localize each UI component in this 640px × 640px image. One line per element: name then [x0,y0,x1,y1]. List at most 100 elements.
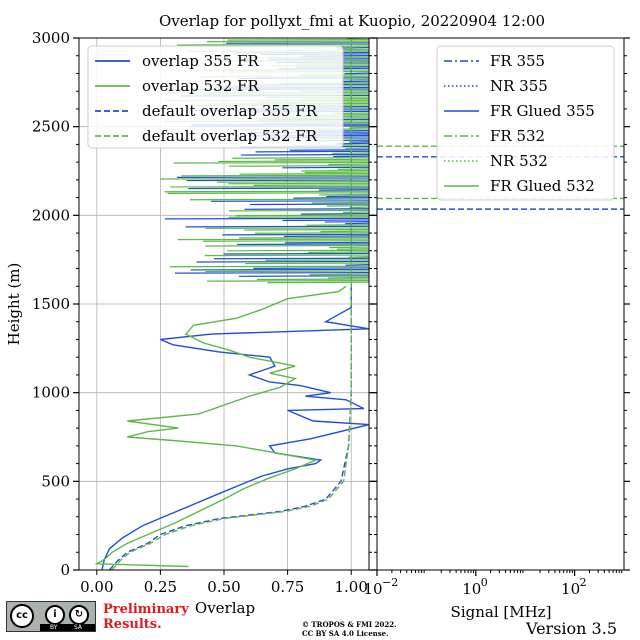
overlap-noise-stroke [160,177,369,180]
overlap-noise-stroke [181,174,369,177]
overlap-noise-stroke [223,252,369,255]
overlap-ytick-label: 2500 [32,118,70,136]
overlap-noise-stroke [342,211,369,214]
overlap-noise-stroke [331,152,369,155]
overlap-ytick-label: 1500 [32,295,70,313]
overlap-noise-stroke [218,160,369,163]
overlap-xtick-label: 0.50 [207,578,240,596]
overlap-xtick-label: 0.00 [80,578,113,596]
cc-license-badge: cc i ↻ BY SA [6,601,96,632]
overlap-noise-stroke [177,238,369,241]
overlap-noise-stroke [254,232,369,234]
overlap-noise-stroke [304,171,369,174]
signal-xtick-label: 10 [462,580,481,598]
overlap-noise-stroke [244,208,369,210]
overlap-ytick-label: 1000 [32,384,70,402]
overlap-noise-stroke [324,220,369,223]
overlap-noise-stroke [206,279,369,282]
overlap-noise-stroke [345,222,369,225]
sa-icon: ↻ [69,605,89,625]
overlap-noise-stroke [228,182,369,185]
overlap-series-line-0 [101,286,369,570]
overlap-noise-stroke [326,195,369,198]
by-label: BY [50,624,58,631]
overlap-noise-stroke [226,42,369,44]
overlap-noise-stroke [349,141,369,143]
overlap-noise-stroke [301,212,369,215]
overlap-noise-stroke [245,262,369,265]
overlap-ticks: 0.00 0.25 0.50 0.75 1.00 0 500 1000 1500 2000 2500… [32,29,375,596]
signal-legend-box [436,45,615,201]
overlap-noise-stroke [249,203,369,206]
overlap-noise-stroke [239,236,369,239]
overlap-noise-stroke [282,219,369,222]
overlap-noise-stroke [196,260,369,263]
signal-xtick-exponent: 2 [580,576,587,589]
overlap-noise-stroke [311,201,369,204]
overlap-noise-stroke [203,240,369,242]
overlap-noise-stroke [283,235,369,238]
overlap-xlabel: Overlap [195,599,255,617]
preliminary-line-2: Results. [103,617,162,632]
figure-title: Overlap for pollyxt_fmi at Kuopio, 20220… [159,12,545,30]
signal-legend: FR 355 NR 355 FR Glued 355 FR 532 NR 532 FR G… [436,45,615,201]
by-icon: i [45,605,65,625]
signal-xlabel: Signal [MHz] [451,603,552,621]
overlap-noise-stroke [176,43,369,46]
overlap-noise-stroke [329,246,369,249]
overlap-noise-stroke [289,149,369,151]
overlap-noise-stroke [190,268,369,271]
signal-legend-label: FR Glued 532 [490,177,595,195]
preliminary-line-1: Preliminary [103,602,189,617]
overlap-noise-stroke [204,254,369,257]
overlap-noise-stroke [216,181,369,183]
overlap-series-line-3 [111,38,352,570]
overlap-legend-label: default overlap 355 FR [142,102,318,120]
overlap-xtick-label: 1.00 [334,578,367,596]
overlap-noise-stroke [337,168,369,171]
overlap-series-line-2 [108,38,352,570]
overlap-noise-stroke [257,278,369,281]
overlap-noise-stroke [344,72,369,75]
copyright-line-2: CC BY SA 4.0 License. [302,629,389,638]
overlap-noise-stroke [349,126,369,129]
overlap-noise-stroke [284,241,369,244]
overlap-noise-stroke [240,153,369,156]
overlap-noise-stroke [185,225,369,228]
overlap-noise-stroke [349,206,369,209]
overlap-noise-stroke [344,147,369,150]
overlap-noise-stroke [306,224,369,226]
overlap-noise-stroke [237,243,369,246]
overlap-noise-stroke [253,184,369,186]
overlap-noise-stroke [309,273,369,276]
overlap-legend-label: overlap 355 FR [142,52,259,70]
overlap-legend: overlap 355 FR overlap 532 FR default over… [87,45,344,149]
overlap-xtick-label: 0.25 [144,578,177,596]
overlap-legend-box [87,45,344,149]
overlap-noise-stroke [253,267,369,269]
overlap-legend-label: default overlap 532 FR [142,127,318,145]
overlap-noise-stroke [164,217,369,220]
signal-legend-label: NR 532 [490,152,548,170]
overlap-noise-stroke [326,204,369,207]
overlap-noise-stroke [173,161,369,164]
version-label: Version 3.5 [526,619,617,638]
overlap-noise-stroke [318,193,369,196]
overlap-noise-stroke [188,187,369,190]
overlap-noise-stroke [169,265,369,268]
overlap-noise-stroke [189,198,369,201]
overlap-noise-stroke [232,157,369,159]
overlap-noise-stroke [341,80,369,83]
overlap-xtick-label: 0.75 [271,578,304,596]
overlap-noise-stroke [265,259,369,261]
copyright-line-1: © TROPOS & FMI 2022. [302,620,397,629]
signal-legend-label: NR 355 [490,77,548,95]
signal-xtick-exponent: 0 [481,576,488,589]
overlap-noise-stroke [337,248,369,250]
overlap-noise-stroke [205,227,369,230]
overlap-noise-stroke [228,165,369,167]
overlap-noise-stroke [175,272,369,274]
overlap-noise-stroke [345,264,369,266]
overlap-noise-stroke [267,281,369,284]
